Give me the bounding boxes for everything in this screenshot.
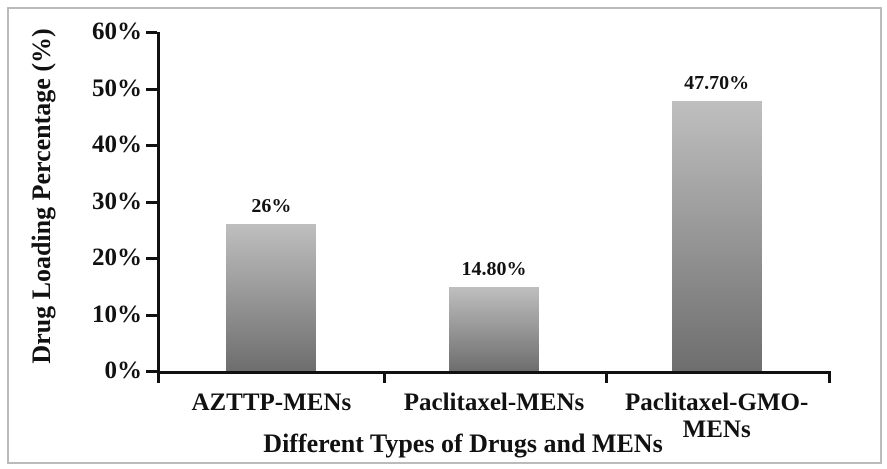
y-axis-tick	[146, 144, 157, 147]
y-axis-line	[157, 32, 160, 374]
y-axis-tick	[146, 313, 157, 317]
category-label: Paclitaxel-GMO-MENs	[625, 389, 809, 443]
category-label: AZTTP-MENs	[191, 389, 352, 416]
x-axis-tick	[828, 371, 831, 383]
y-tick-label: 50%	[92, 74, 142, 102]
y-axis-tick	[146, 200, 157, 204]
x-axis-tick	[382, 371, 386, 383]
chart-frame-border	[7, 7, 882, 464]
y-tick-label: 10%	[92, 300, 142, 328]
bar	[226, 224, 317, 371]
y-axis-tick	[146, 257, 157, 260]
bar-value-label: 26%	[251, 195, 292, 218]
bar	[449, 287, 539, 371]
bar	[671, 101, 762, 371]
category-label: Paclitaxel-MENs	[403, 389, 585, 416]
y-axis-tick	[146, 31, 157, 34]
y-axis-title: Drug Loading Percentage (%)	[27, 28, 56, 364]
y-axis-tick	[146, 87, 157, 91]
y-tick-label: 30%	[92, 187, 142, 215]
bar-value-label: 47.70%	[684, 72, 750, 95]
y-tick-label: 60%	[92, 18, 142, 45]
y-tick-label: 0%	[104, 357, 143, 384]
y-tick-label: 40%	[92, 131, 142, 158]
x-axis-tick	[157, 371, 160, 383]
y-axis-tick	[146, 370, 157, 373]
y-tick-label: 20%	[92, 244, 142, 271]
x-axis-title: Different Types of Drugs and MENs	[263, 429, 663, 458]
x-axis-line	[157, 371, 831, 374]
bar-value-label: 14.80%	[461, 258, 527, 281]
x-axis-tick	[605, 371, 609, 383]
